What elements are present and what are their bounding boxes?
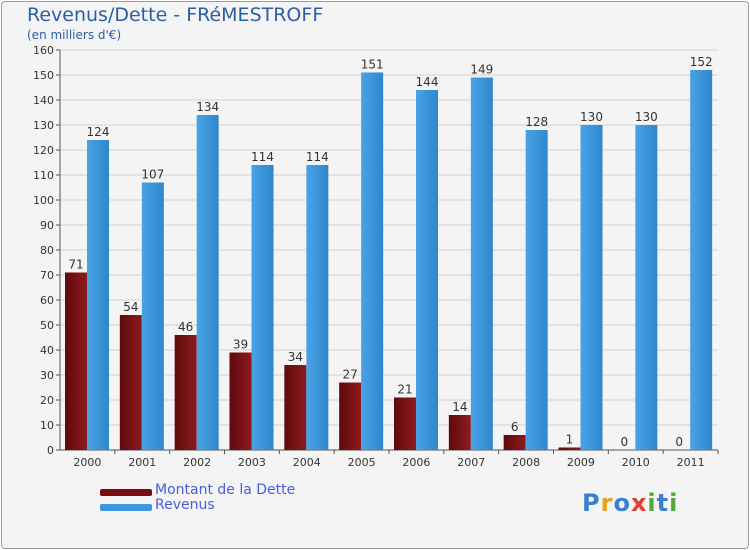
y-tick-label: 60 <box>40 294 54 307</box>
logo-letter: x <box>630 489 648 517</box>
x-tick-label: 2001 <box>128 456 156 469</box>
bar-revenus <box>416 90 438 450</box>
bar-revenus <box>196 115 219 450</box>
y-tick-label: 10 <box>40 419 54 432</box>
data-label-dette: 27 <box>343 368 358 382</box>
bar-revenus <box>525 130 548 450</box>
chart-subtitle: (en milliers d'€) <box>27 28 122 42</box>
bar-dette <box>448 415 471 450</box>
bar-dette <box>174 335 197 450</box>
data-label-revenus: 152 <box>690 55 713 69</box>
x-tick-label: 2003 <box>238 456 266 469</box>
data-label-revenus: 130 <box>635 110 658 124</box>
bar-revenus <box>470 77 493 450</box>
logo-letter: i <box>669 489 679 517</box>
bar-dette <box>394 397 416 450</box>
y-tick-label: 110 <box>33 169 54 182</box>
data-label-dette: 6 <box>511 420 519 434</box>
logo-letter: P <box>582 489 601 517</box>
data-label-dette: 34 <box>288 350 303 364</box>
logo-letter: o <box>613 489 631 517</box>
data-label-revenus: 128 <box>525 115 548 129</box>
data-label-dette: 46 <box>178 320 193 334</box>
x-tick-label: 2004 <box>293 456 321 469</box>
y-tick-label: 50 <box>40 319 54 332</box>
logo-letter: r <box>600 489 614 517</box>
bar-revenus <box>580 125 603 450</box>
bar-revenus <box>306 165 329 450</box>
y-tick-label: 150 <box>33 69 54 82</box>
logo-letter: i <box>647 489 657 517</box>
y-tick-label: 130 <box>33 119 54 132</box>
y-tick-label: 30 <box>40 369 54 382</box>
x-tick-label: 2006 <box>402 456 430 469</box>
bar-dette <box>65 272 87 450</box>
data-label-revenus: 107 <box>141 168 164 182</box>
data-label-revenus: 149 <box>470 63 493 77</box>
x-tick-label: 2000 <box>73 456 101 469</box>
y-tick-label: 80 <box>40 244 54 257</box>
bar-revenus <box>361 72 384 450</box>
legend-label-revenus: Revenus <box>155 497 215 513</box>
bar-revenus <box>87 140 109 450</box>
y-tick-label: 0 <box>47 444 54 457</box>
chart-title: Revenus/Dette - FRéMESTROFF <box>27 4 324 26</box>
data-label-revenus: 151 <box>361 58 384 72</box>
data-label-dette: 14 <box>452 400 467 414</box>
bar-revenus <box>635 125 658 450</box>
y-tick-label: 120 <box>33 144 54 157</box>
data-label-dette: 39 <box>233 338 248 352</box>
y-tick-label: 160 <box>33 44 54 57</box>
data-label-dette: 0 <box>675 435 683 449</box>
x-tick-label: 2008 <box>512 456 540 469</box>
y-tick-label: 20 <box>40 394 54 407</box>
x-tick-label: 2007 <box>457 456 485 469</box>
y-tick-label: 70 <box>40 269 54 282</box>
x-tick-label: 2011 <box>677 456 705 469</box>
bar-dette <box>558 447 581 450</box>
legend-swatch-dette <box>100 489 152 496</box>
data-label-revenus: 114 <box>251 150 274 164</box>
y-tick-label: 100 <box>33 194 54 207</box>
data-label-dette: 54 <box>123 300 138 314</box>
bar-revenus <box>251 165 274 450</box>
bar-revenus <box>690 70 713 450</box>
data-label-dette: 1 <box>566 433 574 447</box>
data-label-revenus: 134 <box>196 100 219 114</box>
bar-dette <box>503 435 526 450</box>
y-tick-label: 140 <box>33 94 54 107</box>
x-tick-label: 2005 <box>348 456 376 469</box>
y-tick-label: 90 <box>40 219 54 232</box>
bar-dette <box>339 382 362 450</box>
data-label-revenus: 144 <box>416 75 439 89</box>
data-label-revenus: 130 <box>580 110 603 124</box>
data-label-dette: 21 <box>397 383 412 397</box>
x-tick-label: 2002 <box>183 456 211 469</box>
legend-label-dette: Montant de la Dette <box>155 482 296 498</box>
data-label-dette: 71 <box>68 258 83 272</box>
proxiti-logo: Proxiti <box>582 489 678 517</box>
x-tick-label: 2009 <box>567 456 595 469</box>
bar-dette <box>119 315 142 450</box>
data-label-dette: 0 <box>621 435 629 449</box>
legend-swatch-revenus <box>100 504 152 511</box>
y-tick-label: 40 <box>40 344 54 357</box>
logo-letter: t <box>656 489 670 517</box>
bar-revenus <box>141 182 164 450</box>
x-tick-label: 2010 <box>622 456 650 469</box>
data-label-revenus: 124 <box>87 125 110 139</box>
bar-dette <box>229 352 252 450</box>
data-label-revenus: 114 <box>306 150 329 164</box>
bar-dette <box>284 365 307 450</box>
